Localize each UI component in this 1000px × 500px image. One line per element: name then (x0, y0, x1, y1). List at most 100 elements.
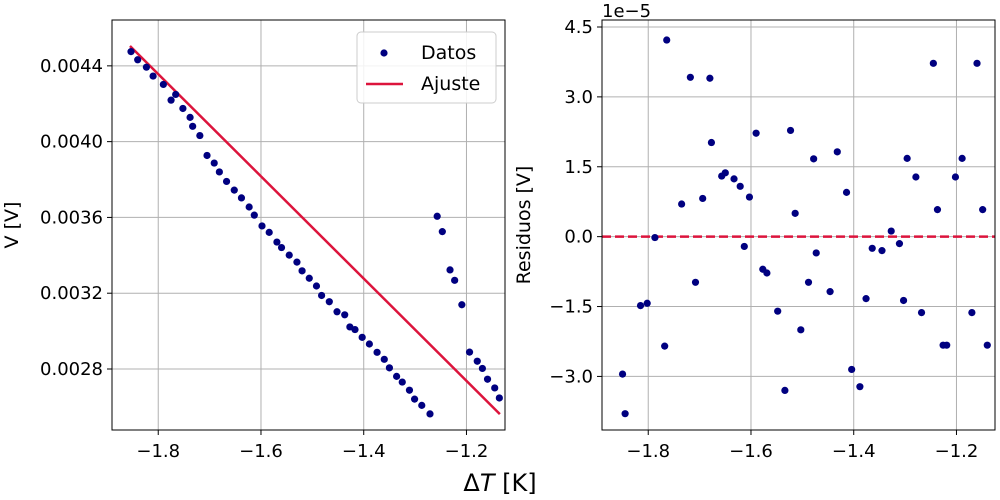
data-point (810, 155, 818, 163)
data-point (745, 193, 754, 201)
data-point (351, 325, 359, 334)
data-point (312, 282, 321, 290)
data-point (473, 357, 481, 365)
data-point (621, 410, 629, 418)
x-tick-label: −1.6 (239, 441, 283, 462)
data-point (410, 395, 419, 403)
data-point (385, 364, 394, 372)
data-point (842, 188, 851, 196)
data-point (752, 129, 760, 137)
data-point (740, 242, 748, 251)
y-axis-label: V [V] (1, 202, 23, 249)
data-point (791, 209, 799, 217)
data-point (318, 291, 326, 300)
y-axis-label: Residuos [V] (513, 166, 535, 285)
legend-label-datos: Datos (421, 42, 476, 64)
data-point (265, 228, 273, 236)
data-point (398, 378, 406, 386)
data-point (643, 299, 651, 307)
data-point (373, 348, 381, 356)
data-point (636, 302, 645, 310)
data-point (405, 386, 414, 394)
data-point (380, 355, 388, 363)
data-point (483, 375, 492, 383)
data-point (142, 63, 151, 71)
legend-marker-datos (380, 49, 388, 57)
x-tick-label: −1.2 (445, 441, 489, 462)
data-point (651, 233, 659, 242)
y-offset-label: 1e−5 (602, 1, 651, 22)
data-point (856, 383, 864, 391)
data-point (189, 122, 197, 130)
data-point (134, 56, 142, 64)
data-point (691, 278, 700, 286)
data-point (933, 206, 942, 214)
data-point (663, 36, 671, 44)
data-point (862, 295, 870, 303)
data-point (393, 372, 401, 380)
data-point (196, 131, 204, 140)
data-point (149, 72, 157, 80)
data-point (491, 384, 499, 392)
data-point (983, 341, 991, 349)
data-point (812, 249, 820, 257)
data-point (230, 186, 238, 194)
x-tick-label: −1.4 (832, 441, 876, 462)
data-point (786, 126, 795, 135)
data-point (433, 212, 441, 220)
data-point (245, 203, 253, 211)
y-tick-label: 3.0 (564, 87, 593, 108)
shared-x-axis-label: ΔT [K] (463, 469, 536, 497)
data-point (878, 247, 886, 255)
data-point (887, 227, 895, 235)
x-tick-label: −1.8 (626, 441, 670, 462)
y-tick-label: 0.0028 (40, 359, 103, 380)
data-point (458, 301, 466, 309)
y-tick-label: 0.0032 (40, 283, 103, 304)
data-point (699, 194, 707, 203)
data-point (868, 244, 876, 252)
x-tick-label: −1.8 (136, 441, 180, 462)
data-point (763, 269, 771, 277)
data-point (179, 104, 187, 113)
x-tick-label: −1.4 (342, 441, 386, 462)
plot-1: −1.8 −1.6 −1.4 −1.2 0.0028 0.0032 0.0036 0.0040… (1, 19, 506, 462)
data-point (418, 401, 426, 409)
y-tick-label: −1.5 (549, 297, 593, 318)
data-point (678, 200, 686, 208)
data-point (707, 138, 716, 147)
data-point (495, 394, 503, 402)
data-point (167, 96, 175, 104)
data-point (979, 206, 987, 214)
x-tick-label: −1.2 (935, 441, 979, 462)
data-point (797, 326, 805, 334)
data-point (465, 348, 474, 356)
data-point (706, 74, 714, 82)
data-point (929, 59, 937, 67)
y-tick-label: 1.5 (564, 157, 593, 178)
data-point (305, 274, 313, 282)
data-point (426, 410, 434, 418)
data-point (736, 182, 744, 190)
data-point (159, 80, 167, 89)
data-point (848, 365, 856, 374)
data-point (365, 340, 373, 348)
axes-frame (111, 19, 506, 431)
data-point (446, 266, 454, 274)
data-point (438, 228, 446, 236)
data-point (951, 173, 960, 181)
data-point (686, 73, 694, 81)
data-point (895, 240, 904, 248)
data-point (730, 175, 738, 183)
data-point (917, 308, 926, 317)
data-point (661, 342, 669, 350)
data-point (172, 90, 180, 99)
data-point (968, 308, 976, 317)
y-tick-label: 0.0 (564, 227, 593, 248)
axes-frame (601, 19, 996, 431)
x-tick-label: −1.6 (729, 441, 773, 462)
data-point (826, 288, 834, 296)
data-point (273, 238, 281, 246)
data-point (478, 364, 486, 373)
